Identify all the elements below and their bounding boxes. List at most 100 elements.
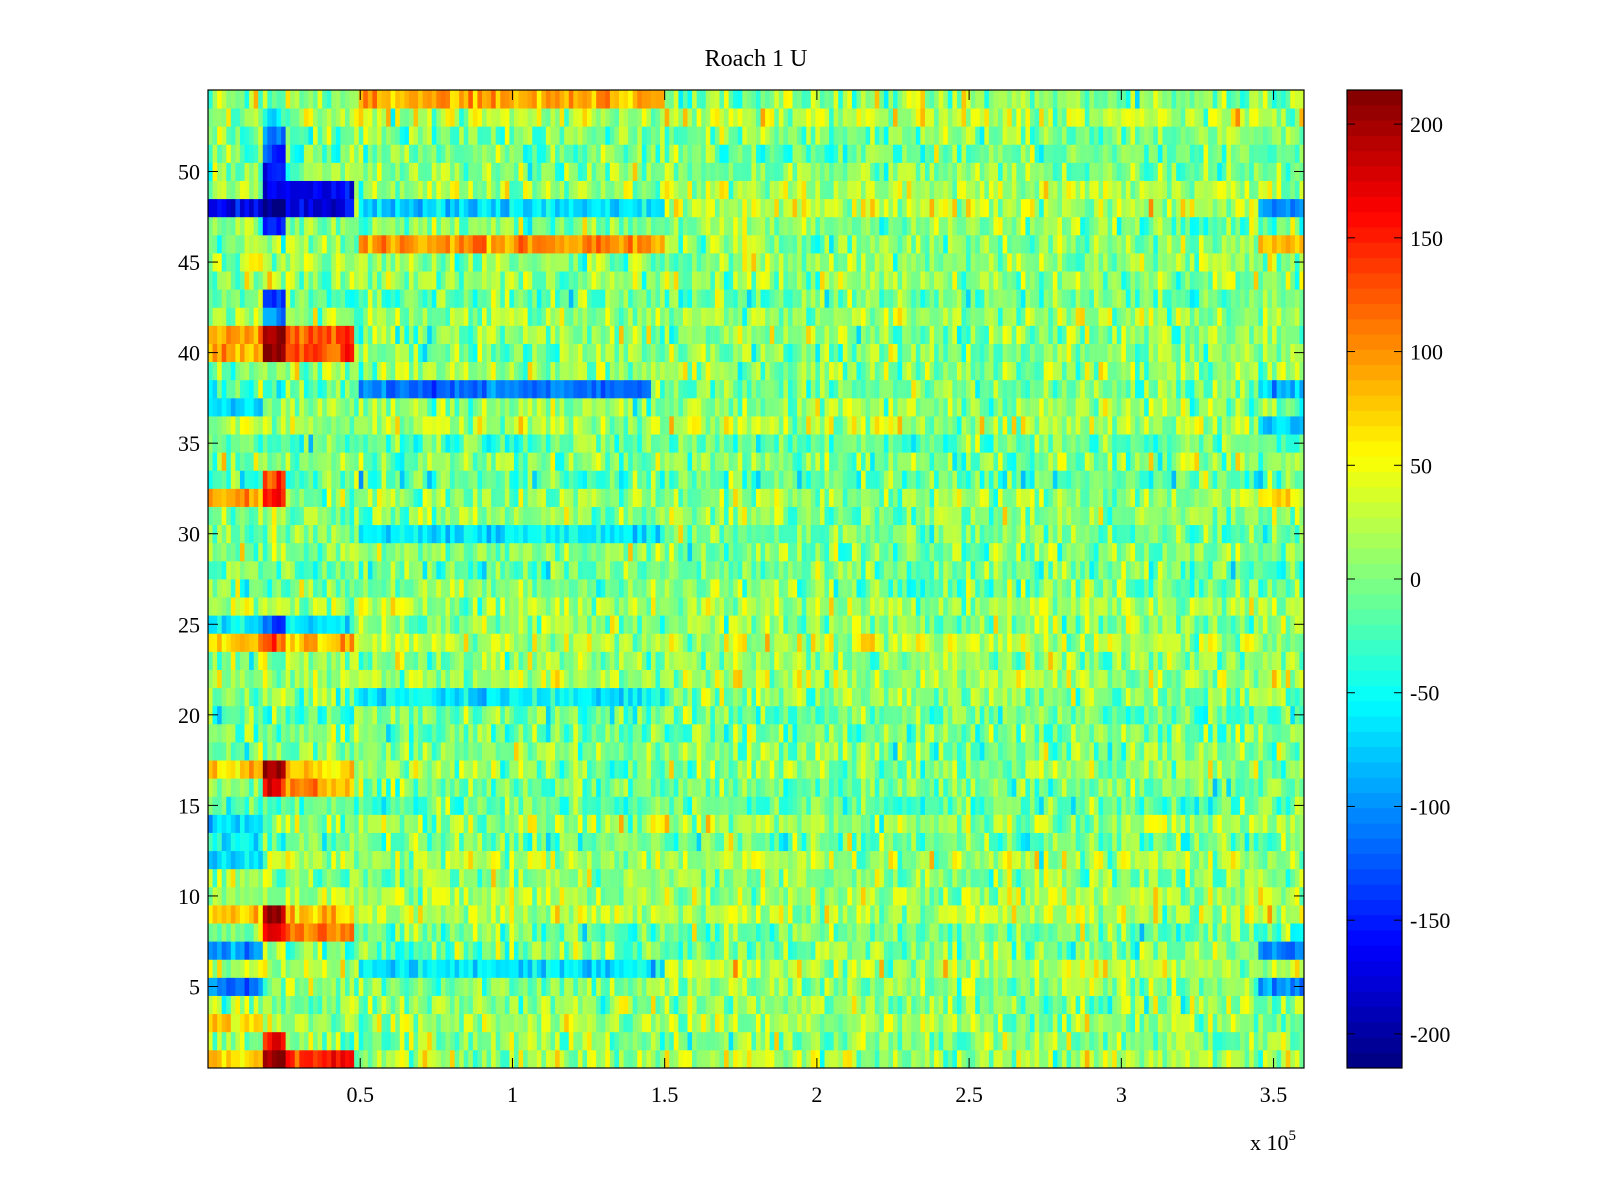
heatmap-cell <box>335 1031 341 1051</box>
heatmap-cell <box>555 941 561 960</box>
heatmap-cell <box>1039 796 1045 815</box>
heatmap-cell <box>902 796 908 815</box>
heatmap-cell <box>984 814 990 833</box>
heatmap-cell <box>1098 778 1104 797</box>
heatmap-cell <box>714 1031 720 1051</box>
heatmap-cell <box>943 995 949 1015</box>
heatmap-cell <box>568 941 574 960</box>
heatmap-cell <box>372 1013 378 1033</box>
heatmap-cell <box>221 778 227 797</box>
heatmap-cell <box>614 760 620 779</box>
heatmap-cell <box>244 905 250 924</box>
heatmap-cell <box>742 723 748 743</box>
heatmap-cell <box>915 959 921 978</box>
heatmap-cell <box>271 832 277 852</box>
heatmap-cell <box>1299 941 1305 960</box>
heatmap-cell <box>1052 1049 1058 1069</box>
heatmap-cell <box>463 814 469 833</box>
heatmap-cell <box>1212 1031 1218 1051</box>
heatmap-cell <box>340 742 346 761</box>
heatmap-cell <box>678 814 684 833</box>
heatmap-cell <box>1185 886 1191 906</box>
heatmap-cell <box>564 796 570 815</box>
heatmap-cell <box>632 796 638 815</box>
heatmap-cell <box>509 723 515 743</box>
heatmap-cell <box>979 905 985 924</box>
heatmap-cell <box>1290 832 1296 852</box>
heatmap-cell <box>1162 977 1168 996</box>
heatmap-cell <box>253 742 259 761</box>
heatmap-cell <box>504 705 510 725</box>
heatmap-cell <box>253 941 259 960</box>
heatmap-cell <box>208 814 213 833</box>
heatmap-cell <box>1130 977 1136 996</box>
heatmap-cell <box>1157 1031 1163 1051</box>
heatmap-cell <box>1162 705 1168 725</box>
heatmap-cell <box>801 742 807 761</box>
heatmap-cell <box>285 995 291 1015</box>
heatmap-cell <box>792 868 798 888</box>
heatmap-cell <box>883 850 889 870</box>
heatmap-cell <box>769 814 775 833</box>
heatmap-cell <box>418 923 424 942</box>
heatmap-cell <box>1167 959 1172 978</box>
heatmap-cell <box>331 832 337 852</box>
heatmap-cell <box>838 941 844 960</box>
heatmap-cell <box>591 1031 597 1051</box>
heatmap-cell <box>646 941 652 960</box>
heatmap-cell <box>1135 1031 1140 1051</box>
heatmap-cell <box>1016 886 1022 906</box>
heatmap-cell <box>568 995 574 1015</box>
heatmap-cell <box>1098 868 1104 888</box>
heatmap-cell <box>1020 941 1026 960</box>
heatmap-cell <box>765 742 771 761</box>
heatmap-cell <box>313 1031 318 1051</box>
heatmap-cell <box>249 832 255 852</box>
heatmap-cell <box>326 796 332 815</box>
heatmap-cell <box>956 832 962 852</box>
heatmap-cell <box>924 1031 930 1051</box>
heatmap-cell <box>710 886 716 906</box>
heatmap-cell <box>1272 1013 1277 1033</box>
heatmap-cell <box>1240 778 1246 797</box>
heatmap-cell <box>386 796 392 815</box>
heatmap-cell <box>1217 868 1223 888</box>
heatmap-cell <box>888 832 894 852</box>
heatmap-cell <box>1267 923 1273 942</box>
heatmap-cell <box>1043 850 1049 870</box>
heatmap-cell <box>1285 886 1291 906</box>
heatmap-cell <box>1212 1049 1218 1069</box>
heatmap-cell <box>281 1013 287 1033</box>
heatmap-cell <box>1002 742 1008 761</box>
heatmap-cell <box>367 886 373 906</box>
heatmap-cell <box>244 1049 250 1069</box>
heatmap-cell <box>806 760 812 779</box>
heatmap-cell <box>696 941 702 960</box>
heatmap-cell <box>513 905 519 924</box>
heatmap-cell <box>765 760 771 779</box>
heatmap-cell <box>806 796 812 815</box>
heatmap-cell <box>1258 923 1264 942</box>
heatmap-cell <box>1176 760 1182 779</box>
heatmap-cell <box>810 687 816 707</box>
heatmap-cell <box>313 977 318 996</box>
heatmap-cell <box>577 850 583 870</box>
heatmap-cell <box>1098 1013 1104 1033</box>
heatmap-cell <box>258 868 264 888</box>
heatmap-cell <box>696 832 702 852</box>
heatmap-cell <box>810 905 816 924</box>
heatmap-cell <box>285 832 291 852</box>
heatmap-cell <box>669 868 675 888</box>
heatmap-cell <box>541 905 547 924</box>
heatmap-cell <box>879 778 885 797</box>
heatmap-cell <box>545 778 551 797</box>
heatmap-cell <box>979 1049 985 1069</box>
heatmap-cell <box>550 796 556 815</box>
heatmap-cell <box>756 1031 761 1051</box>
heatmap-cell <box>267 1031 273 1051</box>
heatmap-cell <box>851 1049 857 1069</box>
heatmap-cell <box>459 1031 465 1051</box>
heatmap-cell <box>902 850 908 870</box>
heatmap-cell <box>924 850 930 870</box>
heatmap-cell <box>317 959 323 978</box>
